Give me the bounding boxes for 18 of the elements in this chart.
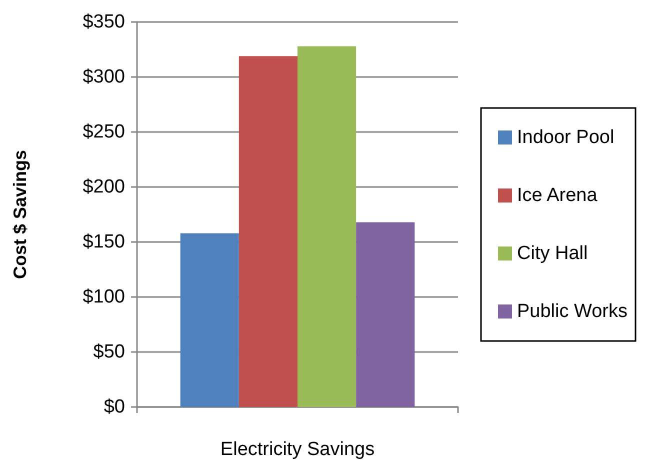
legend-label: Indoor Pool — [517, 127, 614, 148]
x-axis-title: Electricity Savings — [220, 439, 375, 460]
bar — [298, 46, 356, 407]
y-tick-label: $100 — [82, 286, 125, 308]
legend-label: Public Works — [517, 301, 628, 322]
legend-label: Ice Arena — [517, 185, 598, 206]
y-tick-label: $250 — [82, 122, 125, 142]
bar — [238, 56, 298, 407]
y-tick-label: $50 — [93, 342, 125, 362]
bar — [356, 222, 415, 407]
bar — [180, 233, 239, 407]
y-tick-label: $200 — [82, 176, 125, 198]
y-tick-label: $150 — [82, 232, 125, 252]
y-tick-label: $0 — [104, 396, 125, 418]
y-axis-title: Cost $ Savings — [10, 150, 30, 280]
y-tick-label: $350 — [82, 12, 125, 32]
y-tick-label: $300 — [82, 66, 125, 88]
legend-label: City Hall — [517, 243, 588, 264]
